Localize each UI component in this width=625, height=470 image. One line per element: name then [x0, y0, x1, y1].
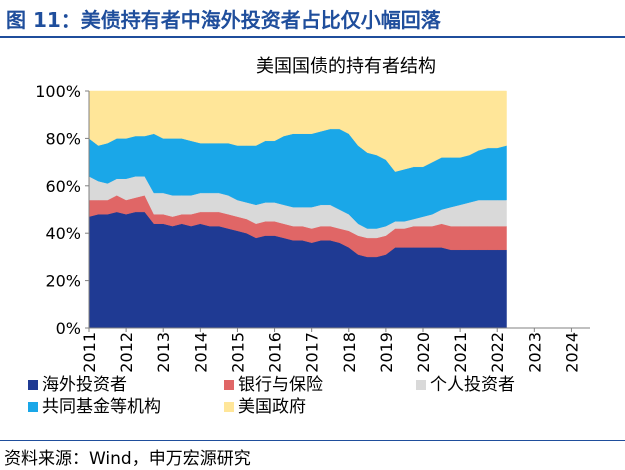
x-tick-label: 2016	[266, 332, 285, 373]
y-tick-label: 40%	[45, 224, 81, 243]
legend-label-2: 个人投资者	[430, 375, 515, 395]
y-tick-label: 0%	[56, 319, 81, 338]
legend-label-3: 共同基金等机构	[42, 397, 161, 417]
legend-label-4: 美国政府	[238, 397, 306, 417]
y-tick-label: 20%	[45, 272, 81, 291]
x-tick-label: 2018	[340, 332, 359, 373]
x-tick-label: 2012	[117, 332, 136, 373]
x-tick-label: 2020	[414, 332, 433, 373]
x-tick-label: 2023	[525, 332, 544, 373]
legend-swatch-4	[224, 402, 234, 412]
x-tick-label: 2019	[377, 332, 396, 373]
x-tick-label: 2013	[154, 332, 173, 373]
x-tick-label: 2024	[562, 332, 581, 373]
legend-swatch-0	[28, 380, 38, 390]
x-tick-label: 2014	[191, 332, 210, 373]
x-tick-label: 2015	[228, 332, 247, 373]
y-tick-label: 60%	[45, 177, 81, 196]
source-note: 资料来源：Wind，申万宏源研究	[4, 449, 251, 469]
area-series-group	[88, 90, 507, 329]
title-rule	[0, 36, 625, 38]
x-tick-label: 2021	[451, 332, 470, 373]
chart-title: 美国国债的持有者结构	[256, 56, 436, 77]
y-axis: 0% 20% 40% 60% 80% 100%	[35, 82, 90, 338]
area-series-4	[88, 90, 507, 172]
x-axis: 2011 2012 2013 2014 2015 2016 2017 2018 2019 2020…	[80, 327, 590, 373]
legend-label-0: 海外投资者	[42, 375, 127, 395]
y-tick-label: 80%	[45, 129, 81, 148]
legend-swatch-2	[416, 380, 426, 390]
x-tick-label: 2017	[303, 332, 322, 373]
x-tick-label: 2011	[80, 332, 99, 373]
legend-label-1: 银行与保险	[238, 375, 323, 395]
x-tick-label: 2022	[488, 332, 507, 373]
source-rule	[0, 440, 625, 441]
figure-title: 图 11：美债持有者中海外投资者占比仅小幅回落	[6, 8, 441, 32]
legend-swatch-3	[28, 402, 38, 412]
stacked-area-chart: 美国国债的持有者结构 0%20%40%60%80%100% 2011 2012 20…	[28, 56, 590, 417]
legend-swatch-1	[224, 380, 234, 390]
y-tick-label: 100%	[35, 82, 81, 101]
